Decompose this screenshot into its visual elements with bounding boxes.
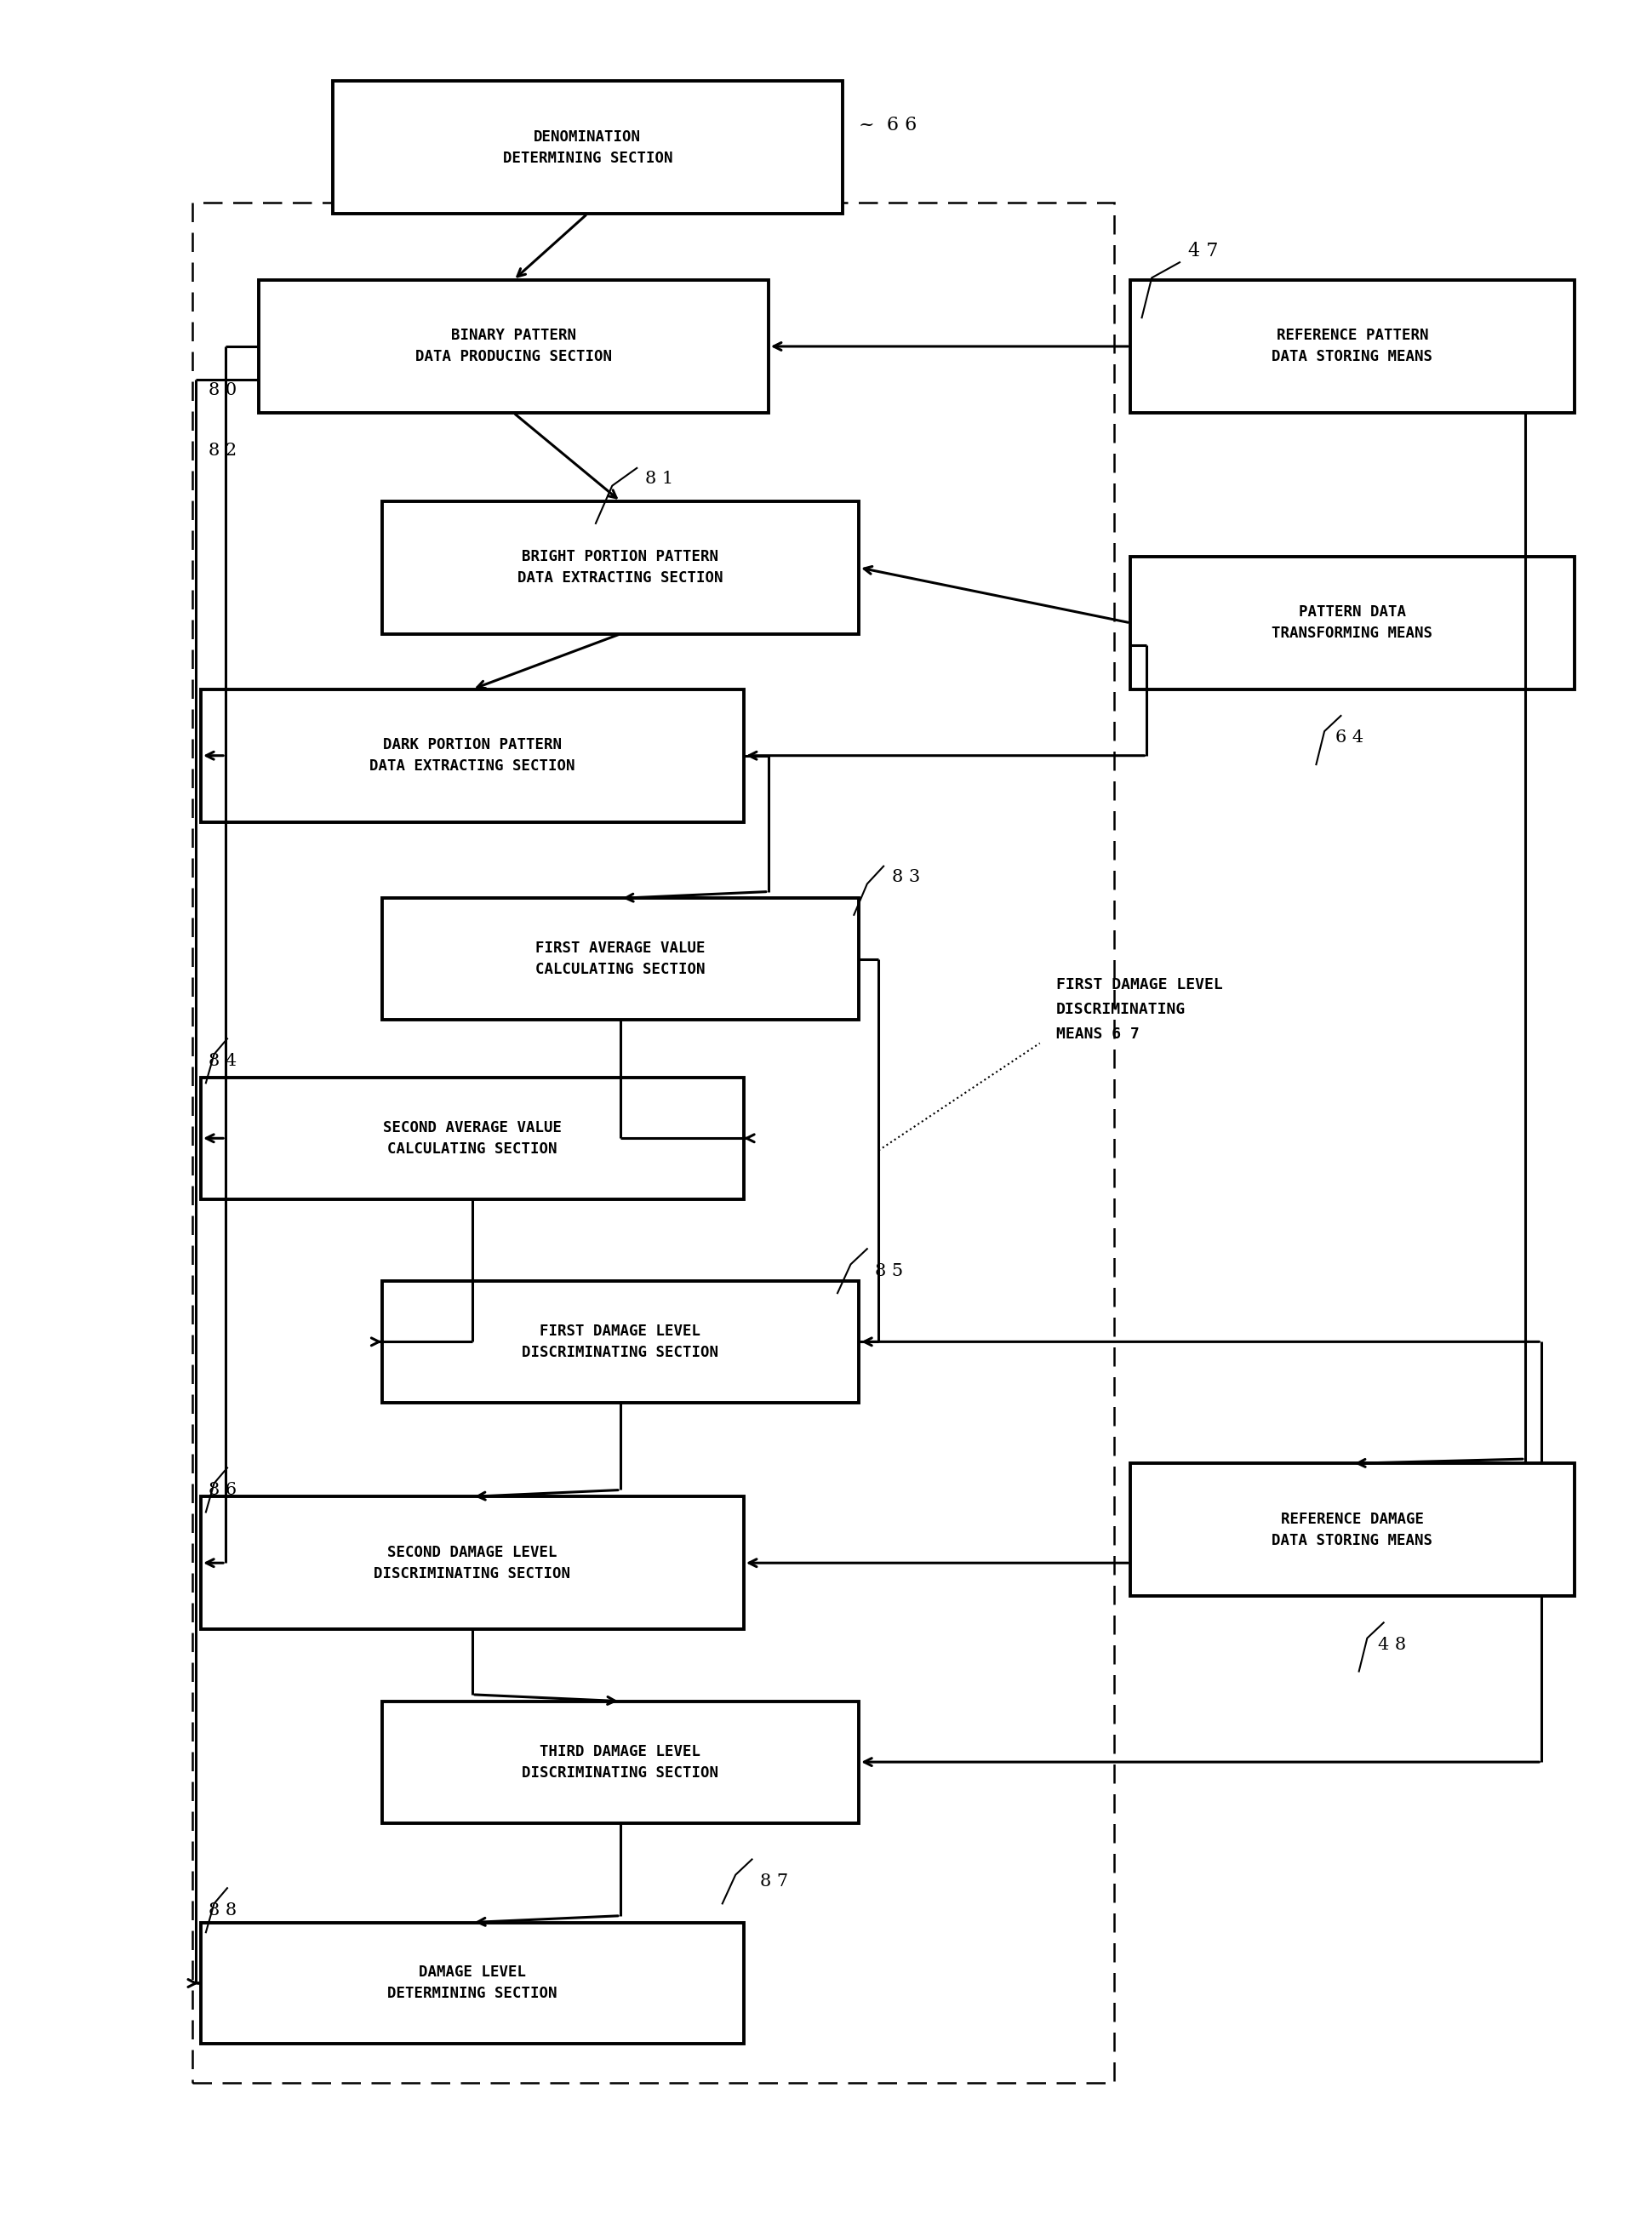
FancyBboxPatch shape: [193, 202, 1113, 2084]
FancyBboxPatch shape: [258, 280, 768, 413]
FancyBboxPatch shape: [332, 80, 843, 213]
FancyBboxPatch shape: [202, 1922, 743, 2044]
Text: 8 0: 8 0: [208, 382, 236, 399]
Text: BRIGHT PORTION PATTERN
DATA EXTRACTING SECTION: BRIGHT PORTION PATTERN DATA EXTRACTING S…: [517, 550, 724, 586]
Text: 4 8: 4 8: [1378, 1638, 1406, 1653]
Text: 8 1: 8 1: [644, 470, 674, 488]
Text: DENOMINATION
DETERMINING SECTION: DENOMINATION DETERMINING SECTION: [502, 129, 672, 166]
FancyBboxPatch shape: [1130, 557, 1574, 690]
Text: FIRST DAMAGE LEVEL
DISCRIMINATING
MEANS 6 7: FIRST DAMAGE LEVEL DISCRIMINATING MEANS …: [1056, 976, 1222, 1041]
Text: REFERENCE DAMAGE
DATA STORING MEANS: REFERENCE DAMAGE DATA STORING MEANS: [1272, 1511, 1432, 1549]
Text: 8 3: 8 3: [892, 870, 920, 885]
Text: DARK PORTION PATTERN
DATA EXTRACTING SECTION: DARK PORTION PATTERN DATA EXTRACTING SEC…: [370, 737, 575, 774]
Text: 8 5: 8 5: [876, 1263, 904, 1278]
Text: BINARY PATTERN
DATA PRODUCING SECTION: BINARY PATTERN DATA PRODUCING SECTION: [415, 328, 611, 364]
Text: DAMAGE LEVEL
DETERMINING SECTION: DAMAGE LEVEL DETERMINING SECTION: [388, 1964, 557, 2002]
Text: 8 8: 8 8: [208, 1902, 236, 1917]
Text: SECOND DAMAGE LEVEL
DISCRIMINATING SECTION: SECOND DAMAGE LEVEL DISCRIMINATING SECTI…: [373, 1544, 570, 1582]
Text: REFERENCE PATTERN
DATA STORING MEANS: REFERENCE PATTERN DATA STORING MEANS: [1272, 328, 1432, 364]
FancyBboxPatch shape: [382, 1702, 859, 1822]
FancyBboxPatch shape: [202, 1078, 743, 1198]
Text: 8 4: 8 4: [208, 1052, 236, 1070]
Text: 8 6: 8 6: [208, 1482, 236, 1498]
Text: ~  6 6: ~ 6 6: [859, 115, 917, 135]
Text: FIRST DAMAGE LEVEL
DISCRIMINATING SECTION: FIRST DAMAGE LEVEL DISCRIMINATING SECTIO…: [522, 1323, 719, 1360]
Text: PATTERN DATA
TRANSFORMING MEANS: PATTERN DATA TRANSFORMING MEANS: [1272, 604, 1432, 641]
FancyBboxPatch shape: [1130, 1462, 1574, 1595]
Text: 8 7: 8 7: [760, 1873, 788, 1891]
FancyBboxPatch shape: [382, 1280, 859, 1402]
FancyBboxPatch shape: [202, 1496, 743, 1629]
Text: FIRST AVERAGE VALUE
CALCULATING SECTION: FIRST AVERAGE VALUE CALCULATING SECTION: [535, 941, 705, 976]
Text: 6 4: 6 4: [1335, 730, 1363, 746]
Text: 4 7: 4 7: [1188, 242, 1218, 260]
Text: 8 2: 8 2: [208, 442, 236, 459]
FancyBboxPatch shape: [1130, 280, 1574, 413]
FancyBboxPatch shape: [202, 690, 743, 821]
Text: THIRD DAMAGE LEVEL
DISCRIMINATING SECTION: THIRD DAMAGE LEVEL DISCRIMINATING SECTIO…: [522, 1744, 719, 1780]
FancyBboxPatch shape: [382, 501, 859, 635]
FancyBboxPatch shape: [382, 899, 859, 1021]
Text: SECOND AVERAGE VALUE
CALCULATING SECTION: SECOND AVERAGE VALUE CALCULATING SECTION: [383, 1121, 562, 1156]
